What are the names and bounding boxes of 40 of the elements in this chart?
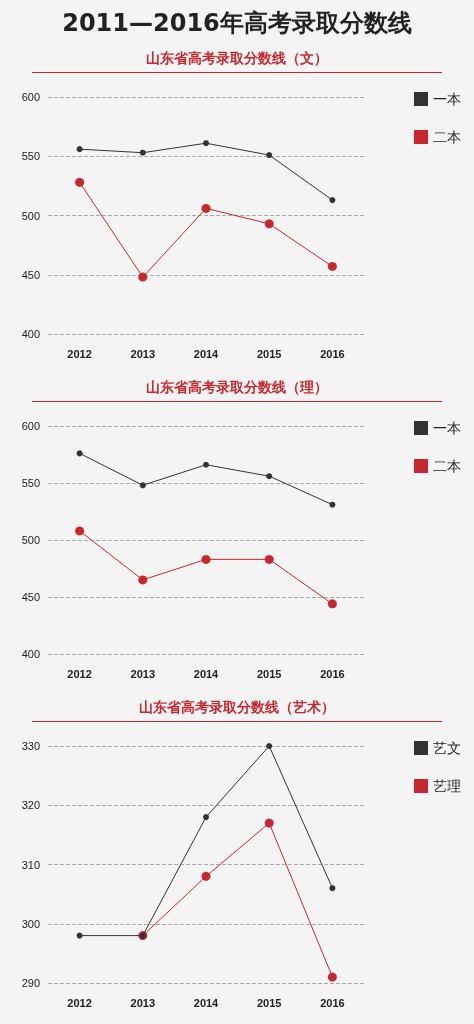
y-tick-label: 550 <box>21 150 40 163</box>
x-tick-label: 2013 <box>130 347 156 360</box>
x-tick-label: 2014 <box>193 667 220 680</box>
y-tick-label: 600 <box>21 420 40 432</box>
x-tick-label: 2015 <box>256 996 282 1009</box>
y-tick-label: 500 <box>21 534 40 546</box>
x-tick-label: 2016 <box>320 347 345 360</box>
chart-title: 2011—2016年高考录取分数线 <box>61 8 413 39</box>
chart-subtitle: 山东省高考录取分数线（文） <box>32 46 442 73</box>
y-tick-label: 330 <box>21 740 40 752</box>
y-tick-label: 400 <box>21 328 40 340</box>
y-tick-label: 550 <box>21 477 40 489</box>
x-tick-label: 2014 <box>193 996 220 1009</box>
y-tick-label: 450 <box>21 591 40 603</box>
legend-label: 艺理 <box>433 778 461 794</box>
x-tick-label: 2013 <box>130 996 156 1009</box>
y-tick-label: 450 <box>21 268 40 281</box>
y-tick-label: 320 <box>21 799 40 812</box>
legend-label: 一本 <box>433 420 461 436</box>
y-tick-label: 310 <box>21 858 40 871</box>
x-tick-label: 2016 <box>320 667 345 680</box>
chart-title: 山东省高考录取分数线（艺术） <box>32 695 442 722</box>
x-tick-label: 2013 <box>130 667 156 680</box>
chart-title: 山东省高考录取分数线（理） <box>32 375 442 402</box>
x-tick-label: 2016 <box>320 996 345 1009</box>
x-tick-label: 2012 <box>67 996 92 1009</box>
legend-label: 二本 <box>433 458 461 474</box>
x-tick-label: 2012 <box>67 347 92 360</box>
y-tick-label: 500 <box>21 209 40 222</box>
x-tick-label: 2015 <box>256 667 282 680</box>
legend-label: 艺文 <box>433 740 461 756</box>
x-tick-label: 2014 <box>193 347 220 360</box>
legend-label: 一本 <box>433 91 461 107</box>
x-tick-label: 2015 <box>256 347 282 360</box>
y-tick-label: 600 <box>21 91 40 103</box>
x-tick-label: 2012 <box>67 667 92 680</box>
y-tick-label: 290 <box>21 977 40 989</box>
legend-label: 二本 <box>433 129 461 145</box>
y-tick-label: 400 <box>21 648 40 660</box>
y-tick-label: 300 <box>21 917 40 930</box>
